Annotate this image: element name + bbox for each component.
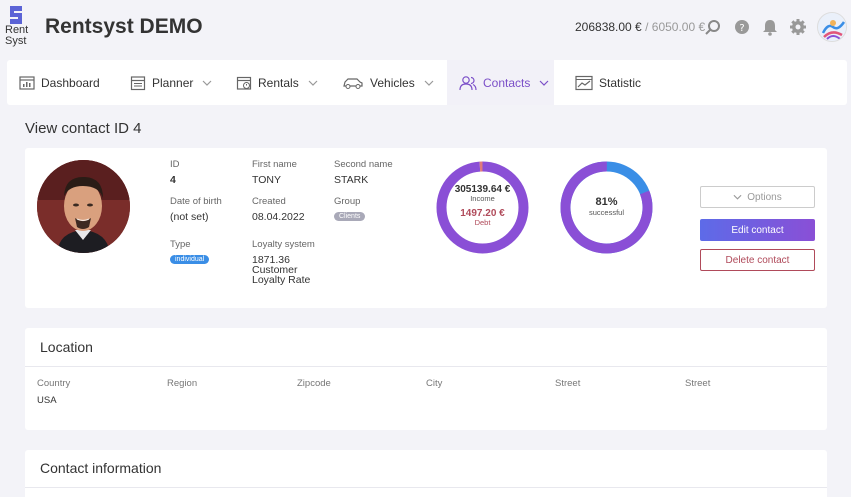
main-nav: Dashboard Planner Rentals Vehicles — [7, 60, 847, 105]
id-label: ID — [170, 159, 180, 170]
rentsyst-logo[interactable]: Rent Syst — [5, 5, 33, 51]
region-label: Region — [167, 378, 198, 389]
logo-mark-icon — [10, 6, 22, 24]
contact-information-card — [25, 450, 827, 497]
chevron-down-icon — [202, 80, 212, 86]
created-value: 08.04.2022 — [252, 211, 305, 223]
nav-label-dashboard: Dashboard — [41, 75, 100, 90]
income-value: 305139.64 € — [454, 184, 511, 195]
balance-secondary: 6050.00 € — [651, 20, 706, 34]
type-label: Type — [170, 239, 191, 250]
nav-label-statistic: Statistic — [599, 75, 642, 90]
user-avatar[interactable] — [817, 12, 847, 42]
nav-item-statistic[interactable]: Statistic — [575, 60, 675, 105]
country-value: USA — [37, 395, 57, 406]
logo-text-line2: Syst — [5, 35, 27, 47]
debt-label: Debt — [474, 218, 491, 227]
options-label: Options — [747, 191, 782, 203]
group-label: Group — [334, 196, 361, 207]
id-value: 4 — [170, 174, 176, 186]
street-label-2: Street — [685, 378, 711, 389]
success-donut-chart — [560, 161, 653, 254]
contact-information-divider — [25, 487, 827, 488]
nav-label-rentals: Rentals — [258, 75, 299, 90]
location-title: Location — [40, 339, 93, 355]
loyalty-points: 1871.36 — [252, 254, 290, 266]
user-avatar-icon — [818, 13, 846, 41]
debt-arc — [436, 161, 529, 254]
options-dropdown-button[interactable]: Options — [700, 186, 815, 208]
balance-primary: 206838.00 € — [575, 20, 642, 34]
nav-item-planner[interactable]: Planner — [130, 60, 230, 105]
contacts-icon — [459, 75, 477, 90]
group-badge: Clients — [334, 212, 366, 221]
gear-icon[interactable] — [788, 17, 808, 37]
contact-photo — [37, 160, 130, 253]
success-percent: 81% — [595, 196, 618, 208]
debt-value: 1497.20 € — [460, 208, 505, 219]
delete-contact-button[interactable]: Delete contact — [700, 249, 815, 271]
chevron-down-icon — [539, 80, 549, 86]
dob-value: (not set) — [170, 211, 209, 223]
balance-display: 206838.00 € / 6050.00 € — [575, 20, 705, 34]
created-label: Created — [252, 196, 286, 207]
success-donut-text: 81% successful — [559, 196, 654, 217]
page-title: View contact ID 4 — [25, 120, 142, 137]
nav-item-dashboard[interactable]: Dashboard — [19, 60, 119, 105]
dob-label: Date of birth — [170, 196, 222, 207]
chevron-down-icon — [733, 194, 742, 200]
loyalty-rate-line1: Customer — [252, 264, 298, 276]
location-card — [25, 328, 827, 430]
first-name-value: TONY — [252, 174, 281, 186]
rentals-icon — [236, 76, 252, 90]
city-label: City — [426, 378, 443, 389]
bell-icon[interactable] — [760, 17, 780, 37]
car-icon — [343, 77, 363, 89]
contact-information-title: Contact information — [40, 460, 162, 476]
location-divider — [25, 366, 827, 367]
planner-icon — [130, 75, 146, 90]
help-icon[interactable]: ? — [732, 17, 752, 37]
zipcode-label: Zipcode — [297, 378, 331, 389]
type-badge: individual — [170, 255, 210, 264]
svg-text:?: ? — [739, 23, 744, 34]
app-title: Rentsyst DEMO — [45, 15, 203, 38]
balance-separator: / — [645, 20, 649, 34]
dashboard-icon — [19, 75, 35, 90]
country-label: Country — [37, 378, 71, 389]
loyalty-rate-line2: Loyalty Rate — [252, 274, 311, 286]
contact-photo-icon — [37, 160, 130, 253]
second-name-value: STARK — [334, 174, 369, 186]
nav-item-contacts[interactable]: Contacts — [447, 60, 554, 105]
street-label: Street — [555, 378, 581, 389]
second-name-label: Second name — [334, 159, 393, 170]
nav-label-planner: Planner — [152, 75, 194, 90]
successful-arc — [560, 161, 653, 254]
first-name-label: First name — [252, 159, 297, 170]
loyalty-label: Loyalty system — [252, 239, 315, 250]
edit-contact-button[interactable]: Edit contact — [700, 219, 815, 241]
chevron-down-icon — [424, 80, 434, 86]
income-label: Income — [470, 194, 495, 203]
nav-item-rentals[interactable]: Rentals — [236, 60, 341, 105]
income-donut-text: 305139.64 € Income 1497.20 € Debt — [435, 184, 530, 227]
loyalty-value: 1871.36 Customer Loyalty Rate — [252, 254, 332, 286]
success-label: successful — [588, 208, 624, 217]
nav-item-vehicles[interactable]: Vehicles — [342, 60, 450, 105]
nav-label-vehicles: Vehicles — [370, 75, 415, 90]
income-donut-chart — [436, 161, 529, 254]
nav-label-contacts: Contacts — [483, 75, 531, 90]
logo-text-line1: Rent — [5, 24, 29, 36]
chevron-down-icon — [308, 80, 318, 86]
statistic-icon — [575, 75, 593, 90]
search-icon[interactable] — [703, 17, 723, 37]
contact-summary-card — [25, 148, 827, 308]
top-header: Rent Syst Rentsyst DEMO 206838.00 € / 60… — [0, 0, 851, 56]
